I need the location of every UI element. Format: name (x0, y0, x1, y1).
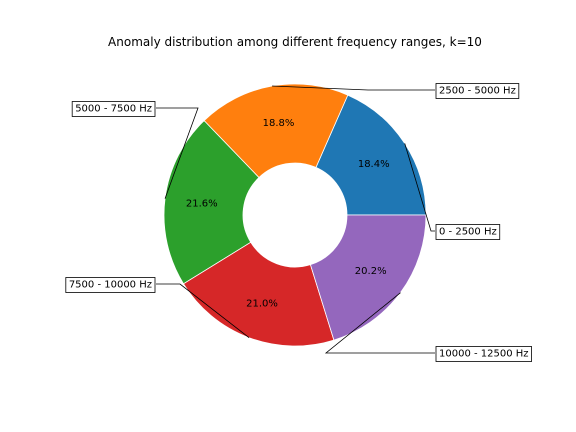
leader-line (156, 283, 250, 339)
percent-labels-group: 18.4% 18.8% 21.6% 21.0% 20.2% (186, 118, 390, 310)
slice-category-label: 10000 - 12500 Hz (439, 349, 529, 360)
slice-category-label: 5000 - 7500 Hz (75, 104, 152, 115)
label-box (65, 277, 156, 293)
callouts-group: 0 - 2500 Hz 2500 - 5000 Hz 5000 - 7500 Hz 7… (65, 83, 532, 362)
leader-line (404, 143, 435, 232)
slices-group (163, 83, 427, 347)
slice-category-label: 0 - 2500 Hz (439, 227, 497, 238)
slice-percent-label: 21.0% (246, 299, 278, 310)
slice-2500-5000Hz (203, 83, 349, 179)
chart-title: Anomaly distribution among different fre… (108, 35, 482, 49)
slice-5000-7500Hz (163, 120, 260, 285)
slice-0-2500Hz (315, 94, 427, 216)
label-box (71, 101, 156, 117)
label-box (435, 346, 532, 362)
label-box (435, 83, 520, 99)
slice-percent-label: 18.8% (263, 118, 295, 129)
slice-percent-label: 18.4% (358, 159, 390, 170)
slice-percent-label: 21.6% (186, 199, 218, 210)
leader-line (324, 292, 435, 354)
label-box (435, 224, 501, 240)
slice-category-label: 2500 - 5000 Hz (439, 86, 516, 97)
slice-category-label: 7500 - 10000 Hz (69, 280, 152, 291)
slice-7500-10000Hz (182, 241, 335, 347)
leader-line (156, 107, 199, 199)
slice-percent-label: 20.2% (355, 266, 387, 277)
leader-line (272, 85, 435, 91)
slice-10000-12500Hz (309, 214, 427, 341)
